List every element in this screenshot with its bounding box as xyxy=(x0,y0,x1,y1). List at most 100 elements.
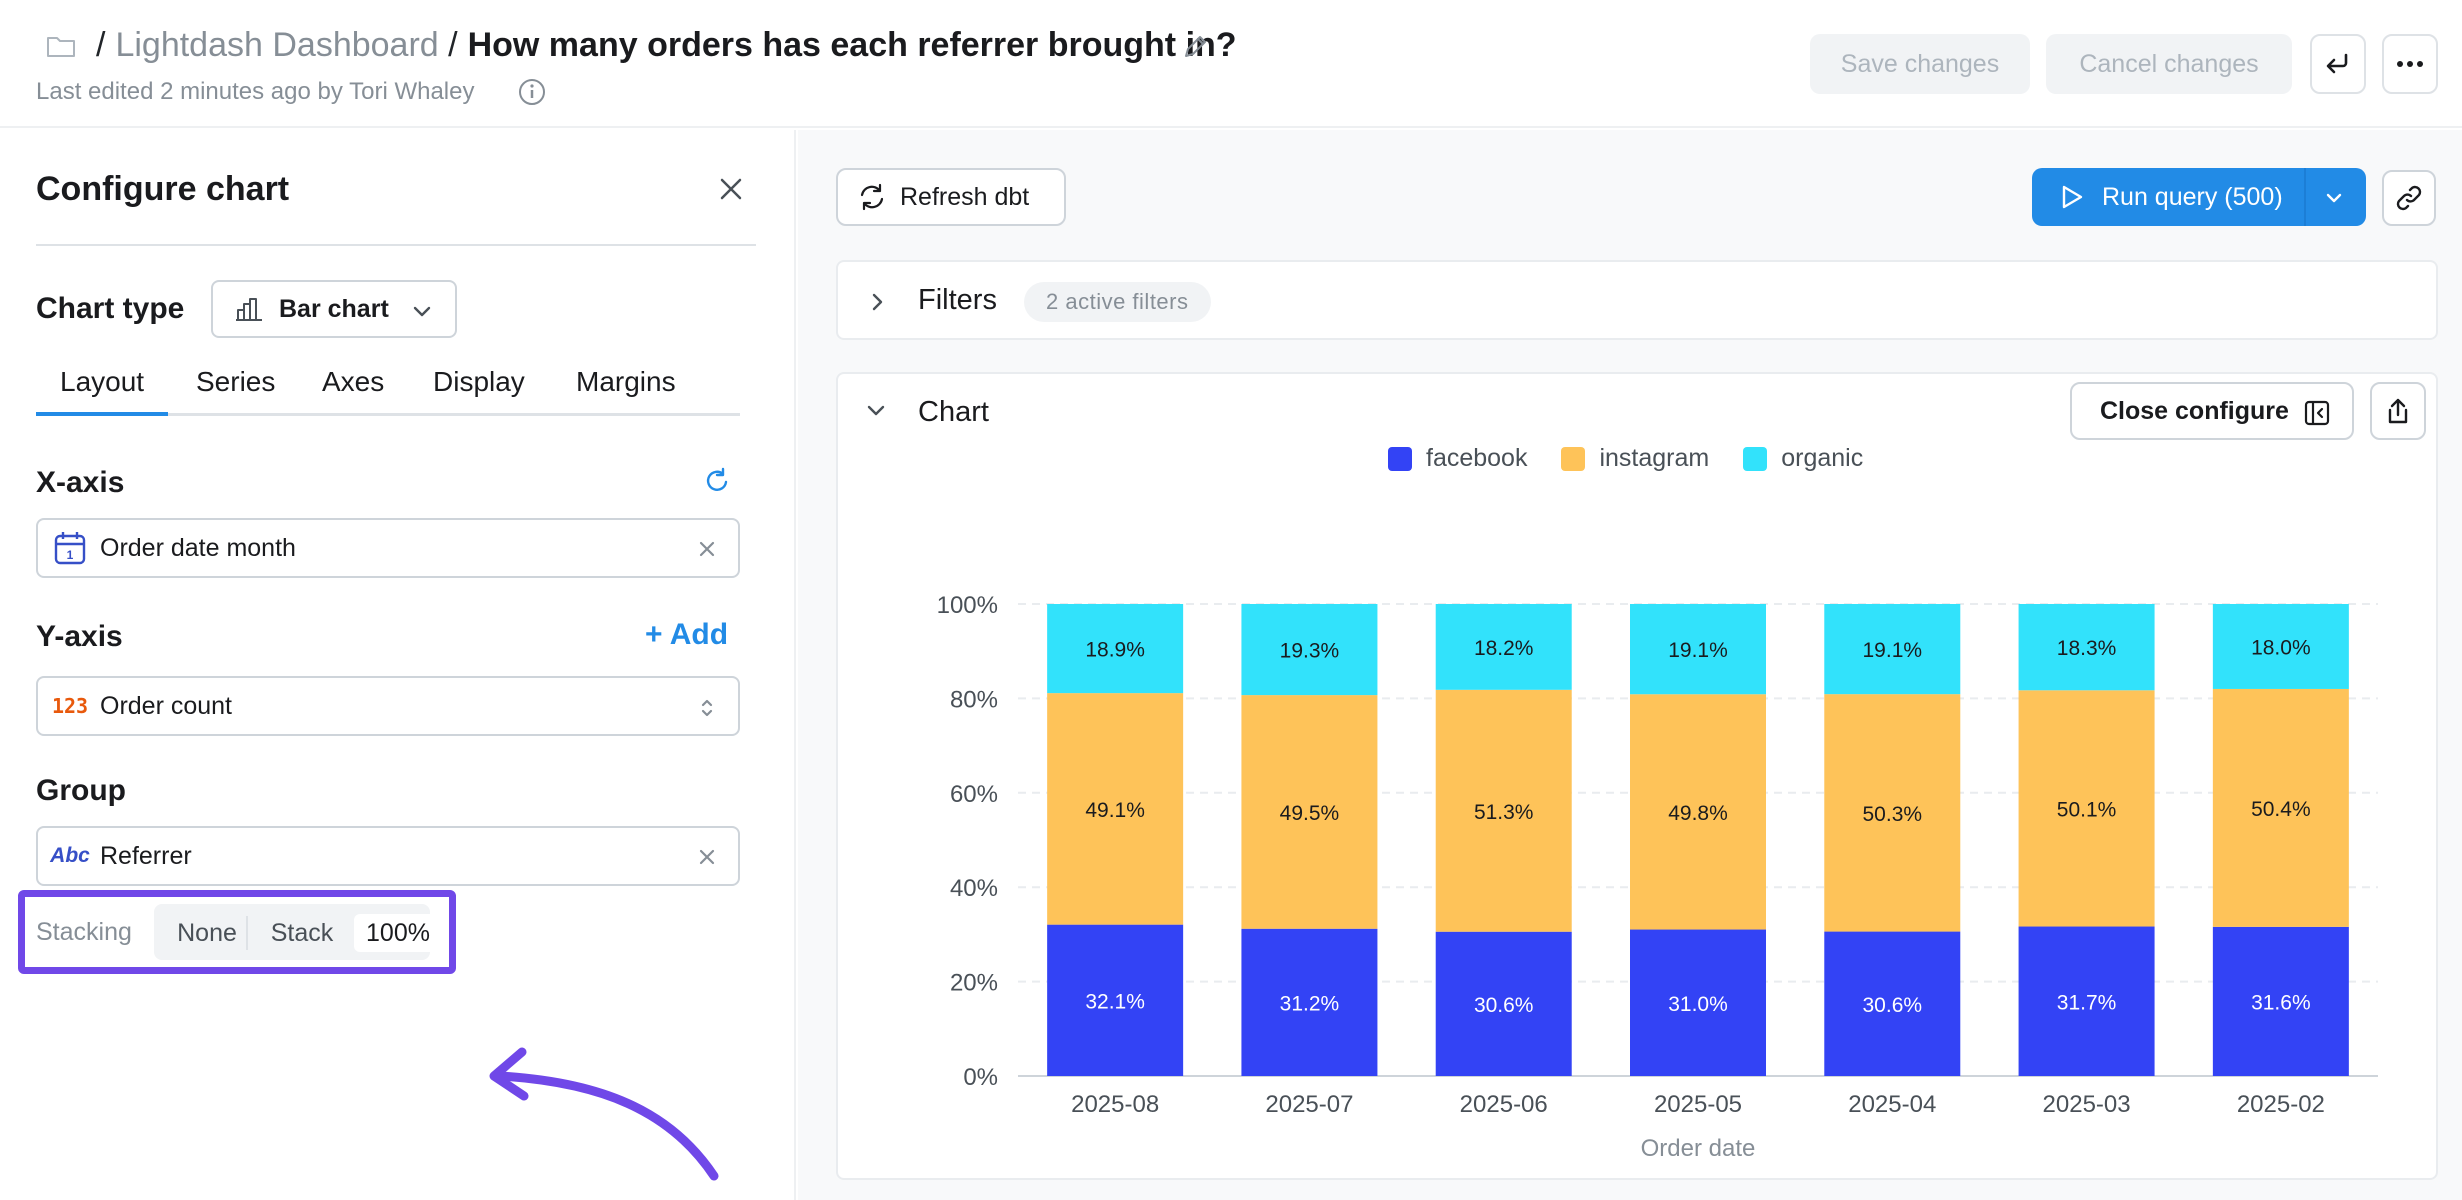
bar-chart: 0% 20% 40% 60% 80% 100% 32.1% 49.1% 18.9% 2025-08… xyxy=(937,592,2378,1162)
segment-divider xyxy=(246,916,248,950)
y-tick-label: 20% xyxy=(950,970,998,997)
data-label: 31.0% xyxy=(1668,993,1728,1016)
refresh-dbt-button[interactable]: Refresh dbt xyxy=(836,168,1066,226)
group-field[interactable]: Abc Referrer xyxy=(36,826,740,886)
data-label: 50.3% xyxy=(1863,803,1923,826)
string-type-icon: Abc xyxy=(50,844,90,867)
data-label: 31.7% xyxy=(2057,991,2117,1014)
chevron-up-down-icon[interactable] xyxy=(696,696,718,720)
bar-segment-instagram xyxy=(2212,688,2349,927)
breadcrumb-parent[interactable]: Lightdash Dashboard xyxy=(115,26,439,64)
stacking-option-100-percent[interactable]: 100% xyxy=(354,914,442,952)
folder-icon[interactable] xyxy=(46,34,76,58)
pencil-icon[interactable] xyxy=(1180,32,1210,62)
bar-segment-instagram xyxy=(1435,689,1572,932)
stacking-option-none[interactable]: None xyxy=(177,918,237,947)
tab-display[interactable]: Display xyxy=(433,366,525,397)
chart-section-label[interactable]: Chart xyxy=(918,396,989,428)
x-tick-label: 2025-08 xyxy=(1071,1091,1159,1118)
chart-card: Chart Close configure facebook instagram xyxy=(836,372,2438,1180)
filters-card: Filters 2 active filters xyxy=(836,260,2438,340)
y-axis-field[interactable]: 123 Order count xyxy=(36,676,740,736)
bar-segment-facebook xyxy=(1630,929,1766,1076)
bar-segment-instagram xyxy=(1241,695,1378,929)
y-tick-label: 40% xyxy=(950,875,998,902)
last-edited-text: Last edited 2 minutes ago by Tori Whaley xyxy=(36,78,475,105)
chevron-right-icon[interactable] xyxy=(866,290,888,314)
svg-text:1: 1 xyxy=(67,548,74,562)
info-icon[interactable] xyxy=(518,78,546,106)
bar-segment-organic xyxy=(1435,604,1572,690)
x-tick-label: 2025-03 xyxy=(2043,1091,2131,1118)
data-label: 49.5% xyxy=(1280,802,1340,825)
bar-segment-organic xyxy=(1630,604,1766,695)
bar-segment-organic xyxy=(1241,604,1378,696)
legend-swatch xyxy=(1561,446,1586,471)
chevron-down-icon[interactable] xyxy=(864,400,888,422)
more-options-button[interactable] xyxy=(2382,34,2438,94)
data-label: 50.1% xyxy=(2057,798,2117,821)
close-configure-button[interactable]: Close configure xyxy=(2070,382,2354,440)
close-icon[interactable] xyxy=(696,538,718,560)
data-label: 49.1% xyxy=(1085,799,1145,822)
active-filters-badge: 2 active filters xyxy=(1024,282,1211,322)
cancel-changes-button[interactable]: Cancel changes xyxy=(2046,34,2292,94)
chevron-down-icon xyxy=(413,306,431,317)
tab-layout[interactable]: Layout xyxy=(36,366,169,416)
run-query-button[interactable]: Run query (500) xyxy=(2032,168,2366,226)
data-label: 30.6% xyxy=(1863,994,1923,1017)
config-tabs: Layout Series Axes Display Margins xyxy=(36,366,740,416)
run-query-label: Run query (500) xyxy=(2102,182,2283,211)
group-value: Referrer xyxy=(100,841,192,870)
x-axis-title: Order date xyxy=(1641,1135,1756,1162)
refresh-icon xyxy=(860,183,884,211)
x-tick-label: 2025-05 xyxy=(1654,1091,1742,1118)
bar-segment-organic xyxy=(2212,604,2349,689)
save-changes-button[interactable]: Save changes xyxy=(1810,34,2030,94)
legend-item-instagram[interactable]: instagram xyxy=(1561,444,1709,473)
filters-label[interactable]: Filters xyxy=(918,284,997,316)
share-link-button[interactable] xyxy=(2382,170,2436,226)
x-axis-label: X-axis xyxy=(36,466,125,499)
page-title: How many orders has each referrer brough… xyxy=(467,26,1237,64)
legend-item-facebook[interactable]: facebook xyxy=(1388,444,1527,473)
panel-title: Configure chart xyxy=(36,170,290,208)
bar-segment-organic xyxy=(2018,604,2155,691)
data-label: 18.2% xyxy=(1474,637,1534,660)
header: / Lightdash Dashboard / How many orders ha… xyxy=(0,0,2462,128)
tab-margins[interactable]: Margins xyxy=(576,366,676,397)
bar-segment-facebook xyxy=(1824,931,1961,1076)
bar-segment-facebook xyxy=(1047,924,1184,1076)
stacking-segmented-control: None Stack 100% xyxy=(154,904,442,960)
bar-segment-facebook xyxy=(2212,926,2349,1076)
stacking-option-stack[interactable]: Stack xyxy=(270,918,334,947)
bar-segment-instagram xyxy=(1824,694,1961,932)
legend-label: instagram xyxy=(1599,444,1710,472)
refresh-icon[interactable] xyxy=(702,466,732,496)
chart-type-value: Bar chart xyxy=(279,294,389,323)
sidebar-collapse-icon xyxy=(2304,400,2330,426)
chart-type-select[interactable]: Bar chart xyxy=(211,280,457,338)
close-icon[interactable] xyxy=(696,846,718,868)
stacking-highlight xyxy=(18,890,456,974)
chart-legend: facebook instagram organic xyxy=(1388,444,1897,473)
chart-workspace: Refresh dbt Run query (500) Filters 2 ac… xyxy=(798,130,2462,1200)
legend-swatch xyxy=(1743,446,1768,471)
undo-button[interactable] xyxy=(2310,34,2366,94)
tab-axes[interactable]: Axes xyxy=(322,366,385,397)
x-tick-label: 2025-06 xyxy=(1460,1091,1548,1118)
close-icon[interactable] xyxy=(716,174,746,204)
export-button[interactable] xyxy=(2370,382,2426,440)
legend-item-organic[interactable]: organic xyxy=(1743,444,1863,473)
x-axis-field[interactable]: 1 Order date month xyxy=(36,518,740,578)
y-tick-label: 80% xyxy=(950,686,998,713)
data-label: 50.4% xyxy=(2251,798,2311,821)
add-y-axis-button[interactable]: + Add xyxy=(645,618,729,651)
play-icon xyxy=(2062,185,2083,209)
legend-label: organic xyxy=(1781,444,1864,472)
tab-series[interactable]: Series xyxy=(196,366,276,397)
refresh-dbt-label: Refresh dbt xyxy=(900,182,1030,211)
legend-swatch xyxy=(1388,446,1412,471)
x-tick-label: 2025-04 xyxy=(1848,1091,1936,1118)
chevron-down-icon[interactable] xyxy=(2324,188,2344,208)
